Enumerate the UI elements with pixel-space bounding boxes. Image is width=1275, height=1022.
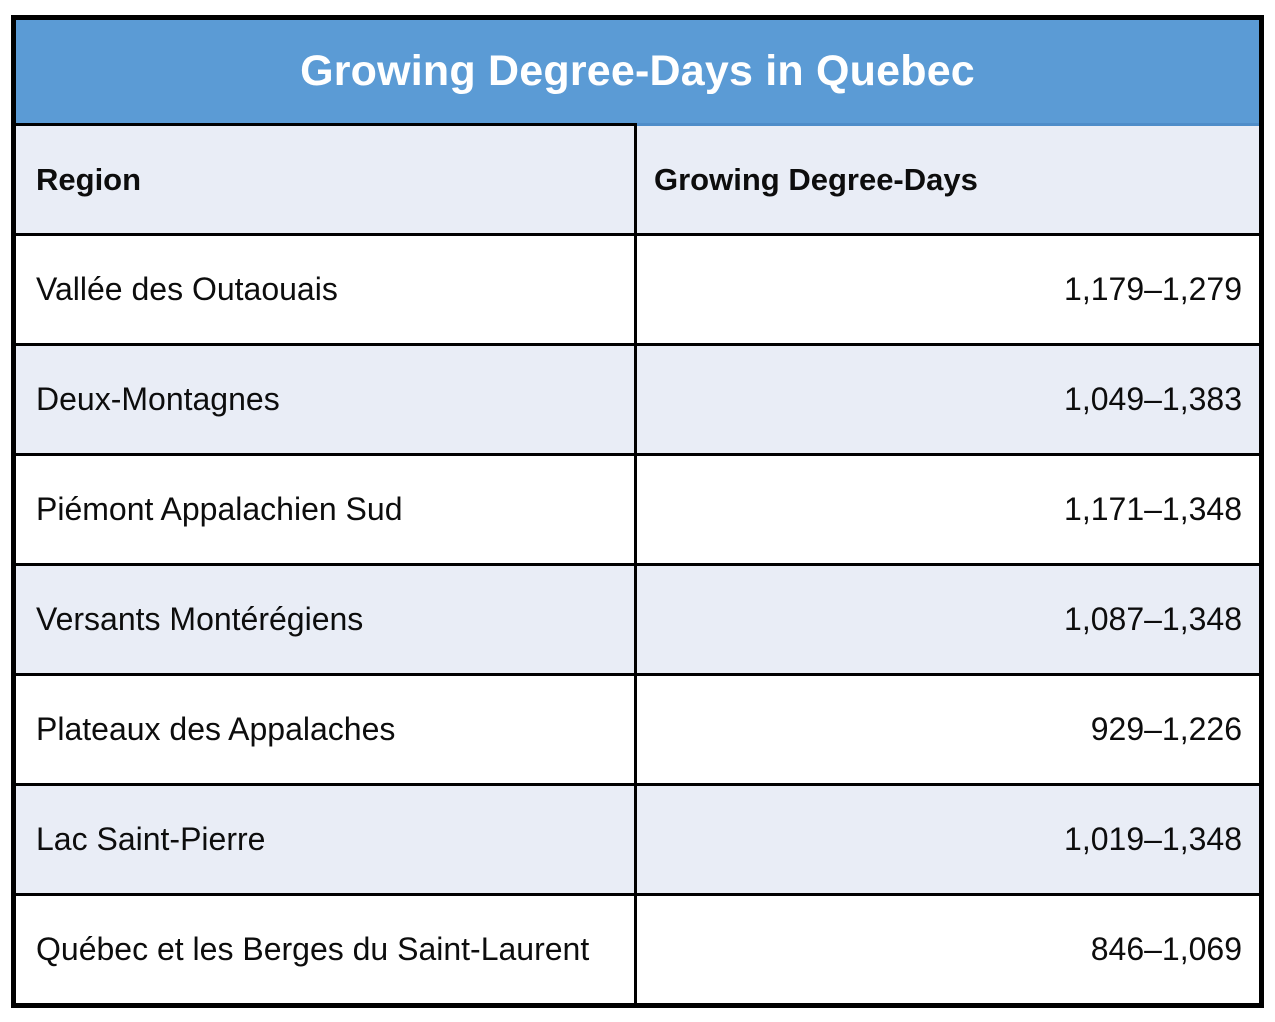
table-header-row: Region Growing Degree-Days bbox=[16, 123, 1259, 233]
gdd-value-cell: 1,049–1,383 bbox=[1064, 381, 1242, 417]
gdd-value-cell: 1,019–1,348 bbox=[1064, 821, 1242, 857]
gdd-table: Growing Degree-Days in Quebec Region Gro… bbox=[11, 15, 1264, 1008]
region-cell: Piémont Appalachien Sud bbox=[16, 456, 637, 563]
region-cell: Vallée des Outaouais bbox=[16, 236, 637, 343]
gdd-value-cell: 1,179–1,279 bbox=[1064, 271, 1242, 307]
gdd-value-cell: 846–1,069 bbox=[1090, 931, 1242, 967]
table-row: Vallée des Outaouais 1,179–1,279 bbox=[16, 233, 1259, 343]
table-row: Québec et les Berges du Saint-Laurent 84… bbox=[16, 893, 1259, 1003]
table-row: Piémont Appalachien Sud 1,171–1,348 bbox=[16, 453, 1259, 563]
region-cell: Québec et les Berges du Saint-Laurent bbox=[16, 896, 637, 1003]
table-row: Plateaux des Appalaches 929–1,226 bbox=[16, 673, 1259, 783]
table-row: Versants Montérégiens 1,087–1,348 bbox=[16, 563, 1259, 673]
column-header-region: Region bbox=[16, 123, 637, 233]
gdd-value-cell: 1,087–1,348 bbox=[1064, 601, 1242, 637]
gdd-value-cell: 929–1,226 bbox=[1090, 711, 1242, 747]
gdd-value-cell: 1,171–1,348 bbox=[1064, 491, 1242, 527]
table-row: Deux-Montagnes 1,049–1,383 bbox=[16, 343, 1259, 453]
table-row: Lac Saint-Pierre 1,019–1,348 bbox=[16, 783, 1259, 893]
table-title: Growing Degree-Days in Quebec bbox=[16, 20, 1259, 123]
region-cell: Lac Saint-Pierre bbox=[16, 786, 637, 893]
column-header-growing-degree-days: Growing Degree-Days bbox=[637, 123, 1259, 233]
region-cell: Versants Montérégiens bbox=[16, 566, 637, 673]
region-cell: Plateaux des Appalaches bbox=[16, 676, 637, 783]
region-cell: Deux-Montagnes bbox=[16, 346, 637, 453]
